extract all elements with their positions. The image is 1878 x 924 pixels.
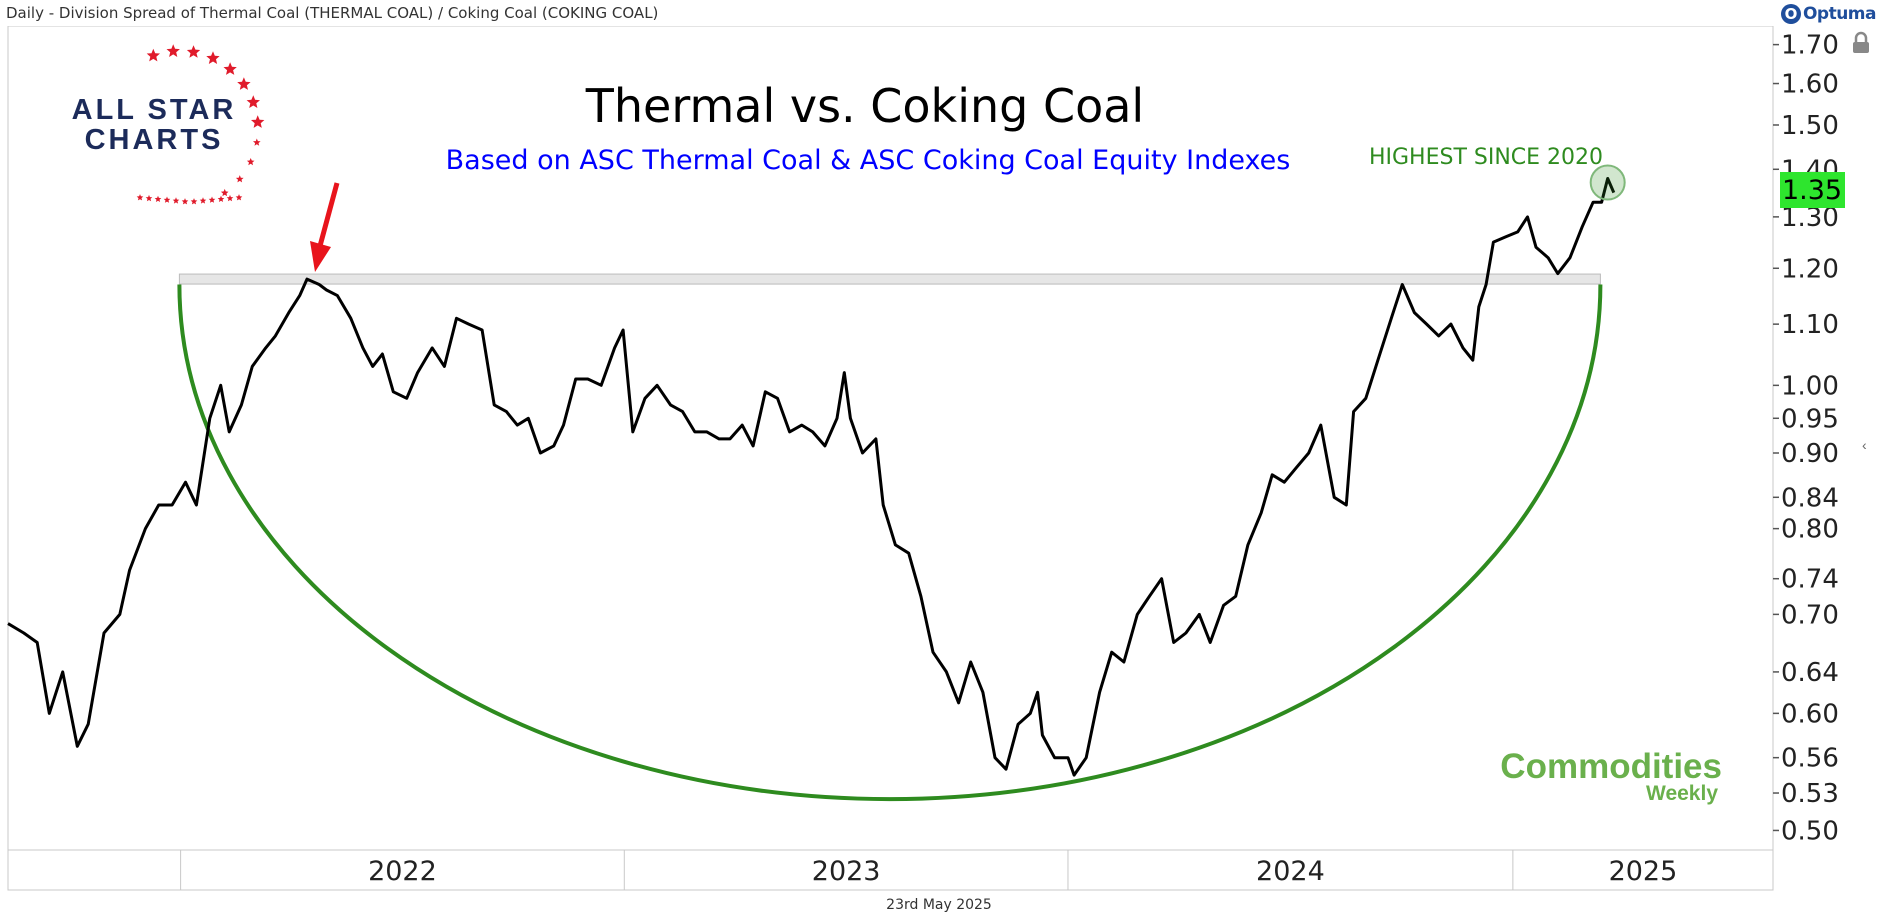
red-arrow-icon	[310, 182, 340, 272]
star-icon	[235, 175, 244, 183]
x-axis-band	[7, 849, 1774, 891]
star-icon	[217, 195, 225, 202]
chart-date: 23rd May 2025	[886, 897, 992, 913]
star-icon	[186, 45, 201, 58]
y-tick-label: 0.80	[1781, 515, 1839, 545]
chart-title: Thermal vs. Coking Coal	[585, 79, 1144, 133]
resistance-band	[178, 273, 1601, 285]
star-icon	[246, 158, 255, 166]
x-tick-label: 2025	[1609, 856, 1678, 887]
y-tick-label: 0.53	[1781, 779, 1839, 809]
y-axis: 1.701.601.501.401.301.201.101.000.950.90…	[1772, 26, 1839, 850]
x-tick-label: 2022	[368, 856, 437, 887]
y-tick-label: 1.10	[1781, 310, 1839, 340]
star-icon	[146, 48, 160, 62]
peak-marker	[1589, 164, 1626, 201]
last-value-label: 1.35	[1782, 175, 1842, 206]
chart-header: Daily - Division Spread of Thermal Coal …	[0, 0, 1878, 26]
commodities-weekly-logo: Commodities Weekly	[1500, 747, 1722, 805]
star-icon	[145, 194, 153, 202]
price-series-line	[7, 177, 1616, 777]
all-star-charts-logo: ALL STAR CHARTS	[72, 44, 265, 205]
x-axis: 2022 2023 2024 2025	[180, 850, 1678, 890]
y-tick-label: 1.70	[1781, 31, 1839, 61]
x-tick-label: 2024	[1256, 856, 1325, 887]
star-icon	[154, 195, 162, 202]
star-icon	[235, 194, 243, 201]
y-tick-label: 0.60	[1781, 699, 1839, 729]
y-tick-label: 0.74	[1781, 565, 1839, 595]
star-icon	[253, 138, 261, 146]
x-tick-label: 2023	[812, 856, 881, 887]
last-value-tag: 1.35	[1780, 172, 1845, 208]
commodities-logo-line-1: Commodities	[1500, 747, 1722, 786]
star-icon	[223, 62, 237, 75]
chart-subtitle: Based on ASC Thermal Coal & ASC Coking C…	[446, 145, 1291, 176]
y-tick-label: 0.90	[1781, 439, 1839, 469]
optuma-brand: Optuma	[1802, 4, 1877, 24]
y-tick-label: 0.50	[1781, 816, 1839, 846]
star-icon	[172, 197, 180, 204]
y-tick-label: 0.56	[1781, 744, 1839, 774]
star-arc-icon	[136, 44, 265, 205]
chart-area: 2022 2023 2024 2025 1.701.601.501.401.301.2…	[7, 26, 1845, 891]
star-icon	[163, 196, 171, 203]
star-icon	[206, 51, 220, 64]
star-icon	[181, 198, 189, 205]
star-icon	[246, 95, 260, 108]
star-icon	[251, 115, 265, 128]
y-tick-label: 0.95	[1781, 404, 1839, 434]
y-tick-label: 1.00	[1781, 371, 1839, 401]
cup-arc	[177, 284, 1603, 801]
star-icon	[190, 198, 198, 205]
star-icon	[220, 188, 229, 197]
optuma-logo: O Optuma	[1780, 2, 1877, 26]
y-tick-label: 0.64	[1781, 658, 1839, 688]
star-icon	[237, 77, 251, 90]
y-tick-label: 0.84	[1781, 483, 1839, 513]
star-icon	[208, 196, 216, 203]
all-star-logo-line-2: CHARTS	[85, 124, 224, 156]
all-star-logo-line-1: ALL STAR	[72, 94, 237, 126]
star-icon	[199, 197, 207, 204]
star-icon	[166, 44, 180, 57]
collapse-panel-icon[interactable]: ‹	[1862, 437, 1867, 453]
commodities-logo-line-2: Weekly	[1646, 782, 1718, 805]
y-tick-label: 1.50	[1781, 111, 1839, 141]
highest-since-annotation: HIGHEST SINCE 2020	[1369, 145, 1603, 170]
chart-description: Daily - Division Spread of Thermal Coal …	[6, 4, 659, 22]
y-tick-label: 1.60	[1781, 70, 1839, 100]
y-tick-label: 0.70	[1781, 600, 1839, 630]
star-icon	[226, 194, 234, 202]
optuma-mark-icon: O	[1780, 4, 1801, 24]
star-icon	[136, 194, 144, 201]
y-tick-label: 1.20	[1781, 254, 1839, 284]
lock-icon[interactable]	[1849, 31, 1873, 55]
